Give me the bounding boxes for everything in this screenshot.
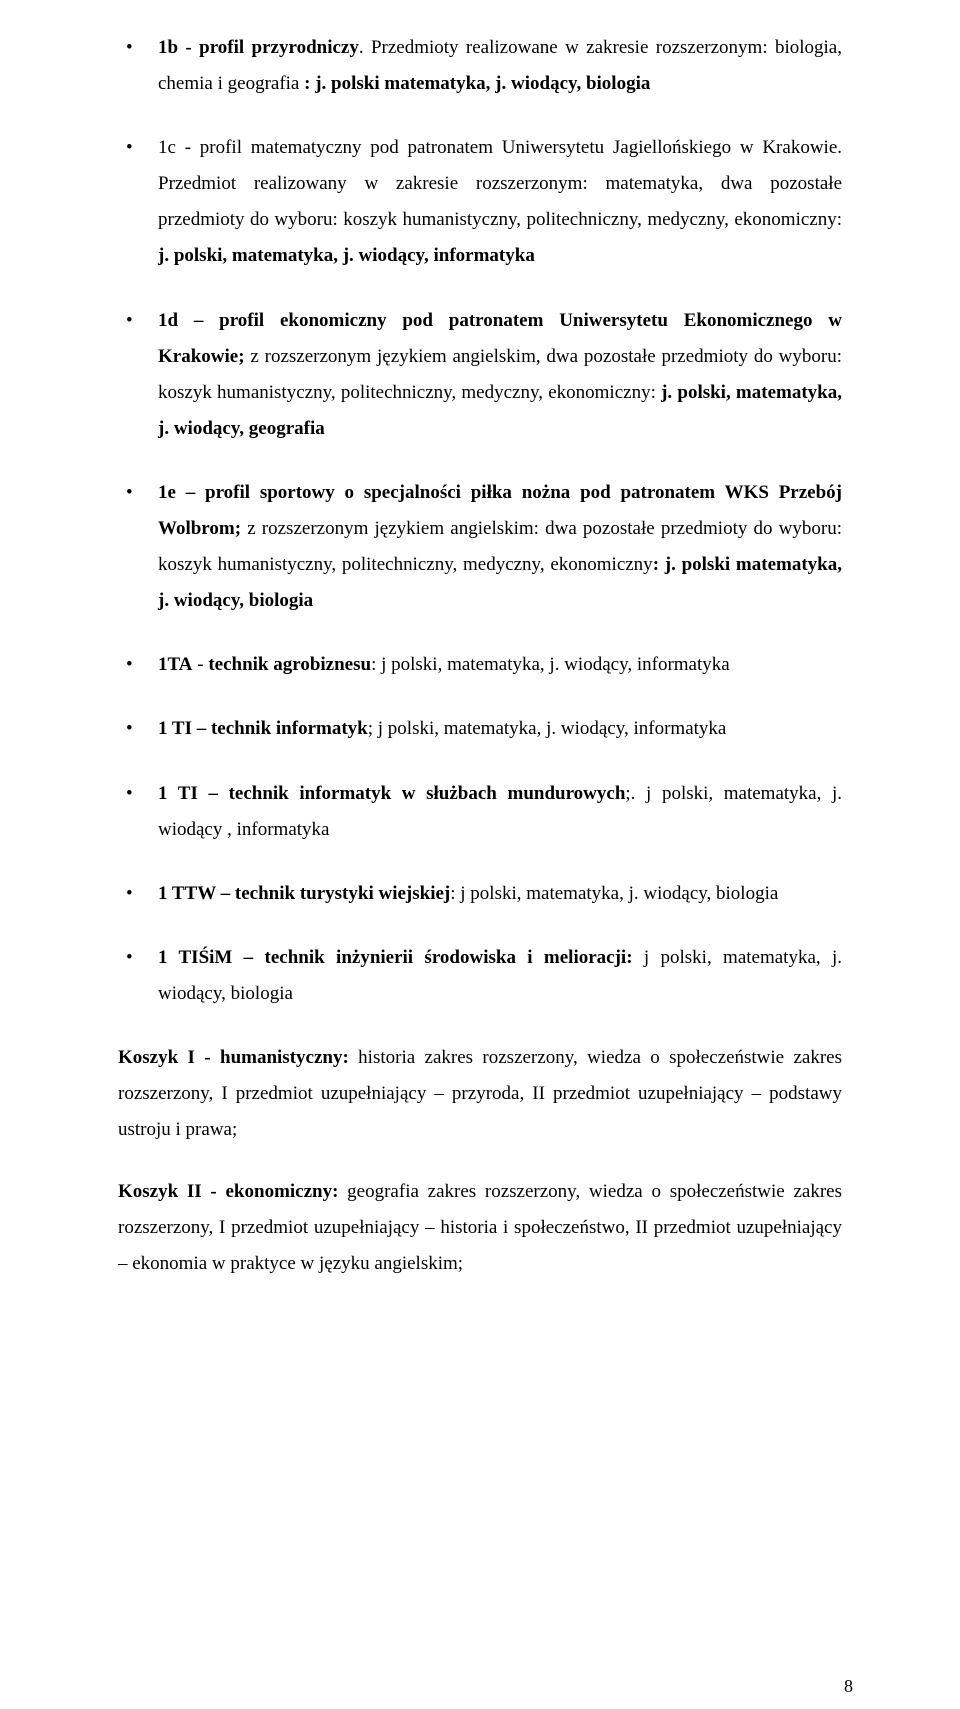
list-item: 1 TI – technik informatyk; j polski, mat… [118, 711, 842, 747]
item-text-1: 1c - profil matematyczny pod patronatem … [158, 137, 842, 158]
item-text-1: ; j polski, matematyka, j. wiodący, info… [368, 718, 727, 739]
list-item: 1c - profil matematyczny pod patronatem … [118, 130, 842, 274]
paragraph-koszyk-1: Koszyk I - humanistyczny: historia zakre… [118, 1040, 842, 1148]
item-bold-1: 1TA [158, 654, 192, 675]
item-bold-1: 1 TIŚiM – technik inżynierii środowiska … [158, 947, 633, 968]
list-item: 1 TTW – technik turystyki wiejskiej: j p… [118, 876, 842, 912]
item-bold-1: 1b - profil przyrodniczy [158, 37, 359, 58]
bullet-list: 1b - profil przyrodniczy. Przedmioty rea… [118, 30, 842, 1012]
list-item: 1e – profil sportowy o specjalności piłk… [118, 475, 842, 619]
list-item: 1 TI – technik informatyk w służbach mun… [118, 776, 842, 848]
item-text-1: : j polski, matematyka, j. wiodący, biol… [450, 883, 778, 904]
list-item: 1 TIŚiM – technik inżynierii środowiska … [118, 940, 842, 1012]
paragraph-bold: Koszyk I - humanistyczny: [118, 1047, 349, 1068]
list-item: 1d – profil ekonomiczny pod patronatem U… [118, 303, 842, 447]
list-item: 1b - profil przyrodniczy. Przedmioty rea… [118, 30, 842, 102]
item-bold-1: 1 TI – technik informatyk [158, 718, 368, 739]
item-bold-1: 1 TTW – technik turystyki wiejskiej [158, 883, 450, 904]
item-bold-2: : j. polski matematyka, j. wiodący, biol… [299, 73, 650, 94]
page-number: 8 [844, 1676, 853, 1697]
item-text-1: - [192, 654, 208, 675]
item-bold-1: 1 TI – technik informatyk w służbach mun… [158, 783, 625, 804]
item-bold-2: technik agrobiznesu [208, 654, 371, 675]
item-text-2: Przedmiot realizowany w zakresie rozszer… [158, 173, 842, 230]
item-text-2: : j polski, matematyka, j. wiodący, info… [371, 654, 730, 675]
paragraph-bold: Koszyk II - ekonomiczny: [118, 1181, 338, 1202]
list-item: 1TA - technik agrobiznesu: j polski, mat… [118, 647, 842, 683]
item-bold-2: j. polski, matematyka, j. wiodący, infor… [158, 245, 535, 266]
paragraph-koszyk-2: Koszyk II - ekonomiczny: geografia zakre… [118, 1174, 842, 1282]
